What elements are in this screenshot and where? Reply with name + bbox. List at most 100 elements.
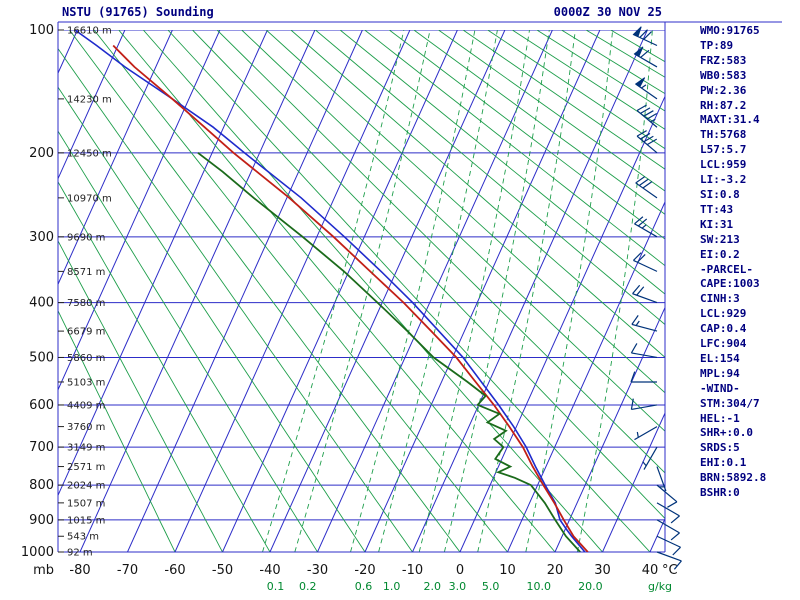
- height-label: 543 m: [67, 532, 99, 543]
- height-label: 12450 m: [67, 148, 112, 159]
- mixing-ratio-label: 0.1: [267, 580, 285, 593]
- temp-tick-label: -70: [117, 563, 138, 578]
- wind-barb: [656, 519, 680, 541]
- temp-unit-label: °C: [662, 563, 678, 578]
- height-label: 9690 m: [67, 232, 105, 243]
- stat-line: MPL:94: [700, 366, 740, 380]
- temp-tick-label: -80: [69, 563, 90, 578]
- stat-line: CAP:0.4: [700, 322, 747, 336]
- temp-tick-label: 20: [547, 563, 564, 578]
- height-label: 7580 m: [67, 298, 105, 309]
- stat-line: SI:0.8: [700, 187, 740, 201]
- temp-tick-label: -20: [354, 563, 375, 578]
- chart-title: NSTU (91765) Sounding: [62, 5, 214, 19]
- height-label: 1015 m: [67, 515, 105, 526]
- pressure-tick-label: 600: [29, 398, 54, 413]
- wind-barb: [630, 343, 658, 359]
- temp-tick-label: 10: [499, 563, 516, 578]
- stat-line: -WIND-: [700, 381, 740, 395]
- height-label: 92 m: [67, 548, 93, 559]
- height-label: 2024 m: [67, 481, 105, 492]
- wind-barb: [636, 104, 658, 128]
- wind-barb: [633, 46, 658, 68]
- stat-line: MAXT:31.4: [700, 113, 760, 127]
- stat-line: FRZ:583: [700, 53, 747, 67]
- wind-barb: [634, 216, 658, 238]
- height-label: 16610 m: [67, 26, 112, 37]
- stat-line: EHI:0.1: [700, 456, 747, 470]
- pressure-tick-label: 300: [29, 230, 54, 245]
- stat-line: TT:43: [700, 202, 734, 216]
- wind-barb: [636, 130, 658, 154]
- stat-line: TH:5768: [700, 128, 747, 142]
- stat-line: TP:89: [700, 38, 734, 52]
- wind-barbs: [630, 26, 682, 570]
- wind-barb: [656, 484, 678, 508]
- wind-barb: [632, 26, 658, 47]
- stat-line: EI:0.2: [700, 247, 740, 261]
- pressure-tick-label: 400: [29, 296, 54, 311]
- wind-barb: [634, 77, 658, 100]
- mixing-ratio-label: 0.2: [299, 580, 317, 593]
- pressure-tick-label: 700: [29, 440, 54, 455]
- pressure-tick-label: 1000: [21, 545, 54, 560]
- stat-line: LCL:929: [700, 307, 747, 321]
- stat-line: EL:154: [700, 351, 740, 365]
- height-label: 5860 m: [67, 353, 105, 364]
- temperature-labels: -80 -70 -60 -50 -40 -30 -20 -10 0 10 20 30 40 °C: [69, 563, 677, 578]
- mixing-ratio-labels: 0.1 0.2 0.6 1.0 2.0 3.0 5.0 10.0 20.0 g/kg: [267, 580, 672, 593]
- wind-barb: [656, 535, 681, 556]
- height-label: 1507 m: [67, 498, 105, 509]
- temp-tick-label: -40: [259, 563, 280, 578]
- stats-panel: WMO:91765 TP:89 FRZ:583 WB0:583 PW:2.36 RH:87…: [700, 24, 766, 501]
- mixing-ratio-lines: [262, 30, 653, 552]
- traces: [74, 30, 589, 552]
- temp-tick-label: 40: [642, 563, 659, 578]
- wind-barb: [632, 284, 658, 304]
- pressure-tick-label: 800: [29, 478, 54, 493]
- pressure-tick-label: 900: [29, 513, 54, 528]
- stat-line: L57:5.7: [700, 143, 747, 157]
- mixing-ratio-label: 5.0: [482, 580, 500, 593]
- stat-line: SHR+:0.0: [700, 426, 753, 440]
- stat-line: SW:213: [700, 232, 740, 246]
- wind-barb: [633, 252, 658, 272]
- height-label: 10970 m: [67, 193, 112, 204]
- pressure-tick-label: 100: [29, 23, 54, 38]
- wind-barb: [656, 502, 680, 524]
- stat-line: HEL:-1: [700, 411, 740, 425]
- height-label: 6679 m: [67, 327, 105, 338]
- height-label: 8571 m: [67, 267, 105, 278]
- height-label: 14230 m: [67, 94, 112, 105]
- temp-tick-label: 0: [456, 563, 464, 578]
- wind-barb: [635, 176, 658, 199]
- height-label: 3760 m: [67, 422, 105, 433]
- mixing-ratio-label: 1.0: [383, 580, 401, 593]
- temp-tick-label: -10: [402, 563, 423, 578]
- stat-line: -PARCEL-: [700, 262, 753, 276]
- temp-tick-label: 30: [594, 563, 611, 578]
- stat-line: BSHR:0: [700, 486, 740, 500]
- stat-line: STM:304/7: [700, 396, 760, 410]
- stat-line: BRN:5892.8: [700, 471, 767, 485]
- pressure-labels: 100 200 300 400 500 600 700 800 900 1000 mb: [21, 23, 54, 578]
- chart-datetime: 0000Z 30 NOV 25: [553, 5, 662, 19]
- stat-line: CAPE:1003: [700, 277, 760, 291]
- wind-barb: [656, 466, 667, 492]
- wind-barb: [634, 426, 658, 441]
- mixing-ratio-label: 0.6: [355, 580, 373, 593]
- wind-barb: [642, 446, 658, 470]
- mixing-unit-label: g/kg: [648, 580, 672, 593]
- parcel-trace: [74, 30, 586, 552]
- height-label: 5103 m: [67, 377, 105, 388]
- stat-line: PW:2.36: [700, 83, 747, 97]
- stat-line: LI:-3.2: [700, 173, 747, 187]
- wind-barb: [630, 398, 658, 411]
- stat-line: CINH:3: [700, 292, 740, 306]
- dewpoint-trace: [197, 152, 581, 552]
- pressure-tick-label: 200: [29, 146, 54, 161]
- wind-barb: [656, 551, 682, 570]
- height-labels: 16610 m 14230 m 12450 m 10970 m 9690 m 8571 m…: [58, 26, 112, 559]
- stat-line: RH:87.2: [700, 98, 747, 112]
